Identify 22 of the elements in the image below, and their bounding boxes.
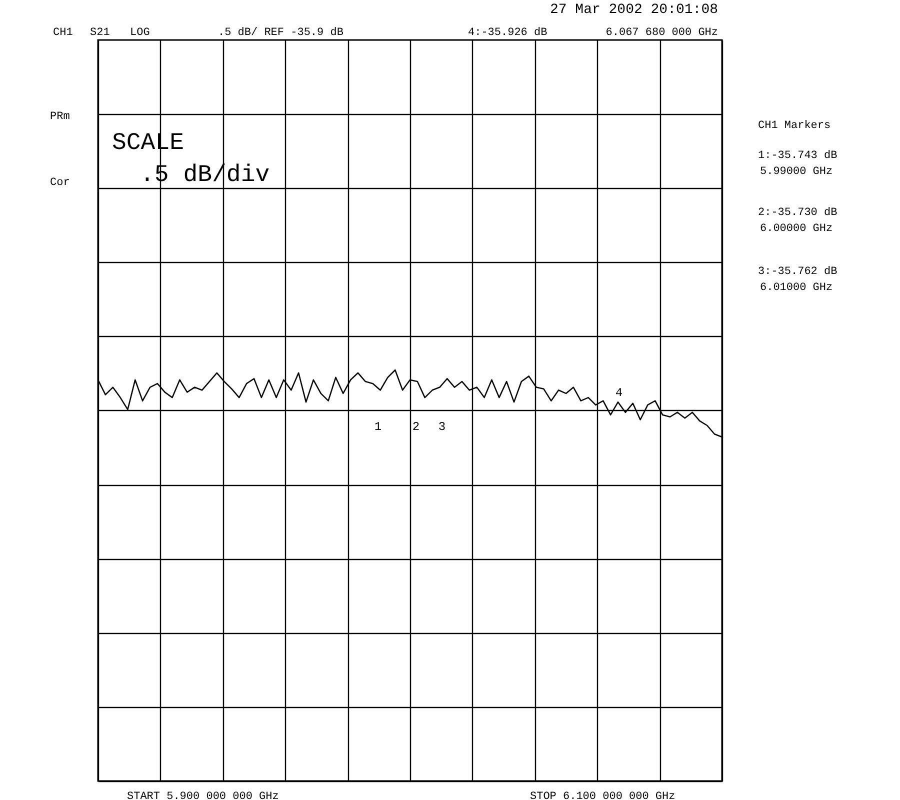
text: 6.01000 GHz bbox=[760, 282, 833, 294]
text: 1:-35.743 dB bbox=[758, 150, 838, 162]
text: LOG bbox=[130, 27, 150, 39]
annotation: 4 bbox=[615, 386, 623, 400]
text: 6.00000 GHz bbox=[760, 223, 833, 235]
text: PRm bbox=[50, 111, 70, 123]
text: CH1 Markers bbox=[758, 120, 831, 132]
text: .5 dB/ REF -35.9 dB bbox=[218, 27, 344, 39]
annotation: 2 bbox=[412, 420, 420, 434]
text: START 5.900 000 000 GHz bbox=[127, 791, 279, 800]
text: 5.99000 GHz bbox=[760, 166, 833, 178]
annotation: 1 bbox=[374, 420, 382, 434]
text: 3:-35.762 dB bbox=[758, 266, 838, 278]
text: CH1 bbox=[53, 27, 74, 39]
text: 6.067 680 000 GHz bbox=[606, 27, 718, 39]
text: STOP 6.100 000 000 GHz bbox=[530, 791, 676, 800]
annotation: 3 bbox=[438, 420, 446, 434]
text: Cor bbox=[50, 177, 70, 189]
text: 4:-35.926 dB bbox=[468, 27, 548, 39]
text: 27 Mar 2002 20:01:08 bbox=[550, 2, 718, 18]
text: S21 bbox=[90, 27, 110, 39]
text: 2:-35.730 dB bbox=[758, 207, 838, 219]
